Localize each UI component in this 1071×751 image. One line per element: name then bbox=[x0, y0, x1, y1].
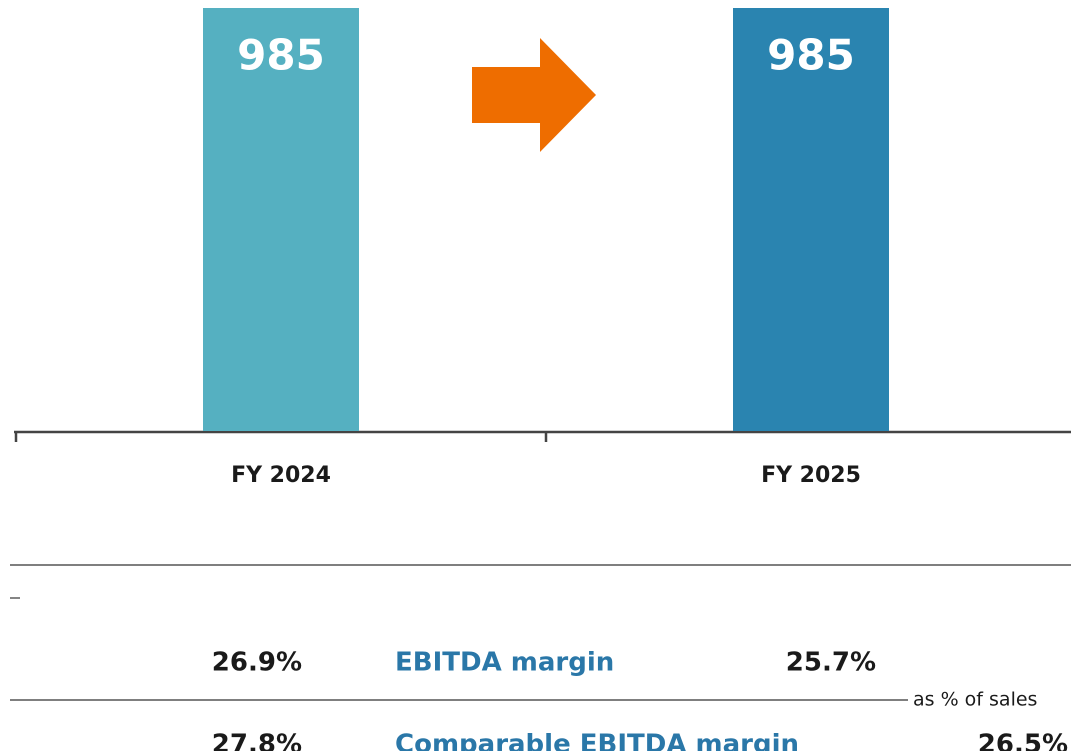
value-label: 985 bbox=[767, 31, 855, 80]
note: as % of sales bbox=[913, 689, 1037, 711]
margin-value: 26.9% bbox=[212, 648, 302, 678]
value-label: 985 bbox=[237, 31, 325, 80]
margin-value: 25.7% bbox=[786, 648, 876, 678]
margin-label: EBITDA margin bbox=[395, 648, 614, 678]
margin-value: 26.5% bbox=[978, 730, 1068, 751]
x-tick-label: FY 2025 bbox=[761, 463, 861, 488]
margin-value: 27.8% bbox=[212, 730, 302, 751]
x-tick-label: FY 2024 bbox=[231, 463, 331, 488]
arrow bbox=[472, 38, 596, 152]
bar bbox=[733, 8, 889, 431]
bar bbox=[203, 8, 359, 431]
margin-label: Comparable EBITDA margin bbox=[395, 730, 799, 751]
